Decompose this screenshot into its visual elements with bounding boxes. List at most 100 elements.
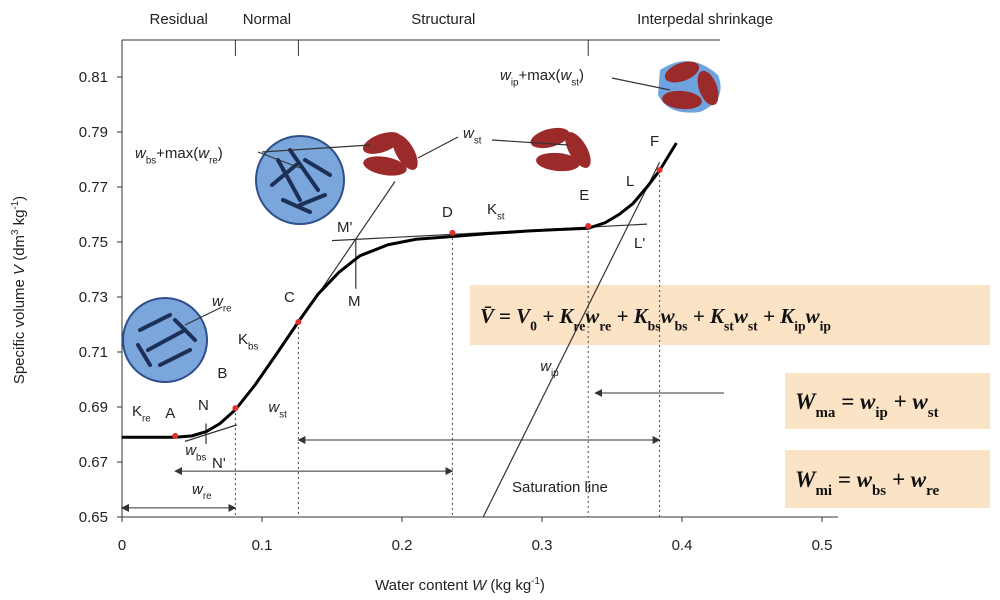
annotation: L: [626, 173, 634, 190]
text-run: re: [573, 318, 585, 333]
text-run: W: [795, 389, 817, 414]
text-run: N: [198, 397, 209, 414]
icon-label: wst: [463, 125, 482, 146]
text-run: ip: [875, 405, 887, 421]
text-run: w: [806, 304, 821, 328]
text-run: N': [212, 455, 226, 472]
text-run: -1: [531, 576, 540, 587]
text-run: st: [279, 409, 287, 420]
region-label: Interpedal shrinkage: [637, 11, 773, 28]
y-tick-label: 0.65: [79, 509, 108, 526]
region-label: Structural: [411, 11, 475, 28]
annotation: M': [337, 219, 352, 236]
text-run: st: [724, 318, 734, 333]
point-label: B: [217, 365, 227, 382]
text-run: + w: [886, 467, 927, 492]
text-run: ): [579, 67, 584, 84]
text-run: re: [223, 303, 232, 314]
text-run: st: [928, 405, 939, 421]
text-run: W: [795, 467, 817, 492]
text-run: + w: [888, 389, 929, 414]
text-run: bs: [146, 155, 156, 166]
region-label: Normal: [243, 11, 291, 28]
y-tick-label: 0.69: [79, 399, 108, 416]
icon-label: wbs+max(wre): [135, 145, 223, 166]
text-run: re: [209, 155, 218, 166]
text-run: st: [748, 318, 758, 333]
text-run: +max(: [518, 67, 560, 84]
point-label: A: [165, 405, 175, 422]
text-run: V̄ = V: [480, 304, 532, 328]
text-run: + K: [688, 304, 726, 328]
y-tick-label: 0.75: [79, 234, 108, 251]
text-run: ip: [794, 318, 806, 333]
text-run: bs: [675, 318, 688, 333]
point-label: C: [284, 289, 295, 306]
text-run: mi: [815, 483, 832, 499]
text-run: K: [487, 201, 497, 218]
point: [295, 319, 301, 325]
y-tick-label: 0.77: [79, 179, 108, 196]
region-label: Residual: [150, 11, 208, 28]
point: [449, 230, 455, 236]
text-run: kg: [11, 209, 28, 229]
point-label: E: [579, 187, 589, 204]
x-tick-label: 0.4: [672, 537, 693, 554]
point: [657, 167, 663, 173]
y-tick-label: 0.67: [79, 454, 108, 471]
y-tick-label: 0.79: [79, 124, 108, 141]
text-run: bs: [648, 318, 661, 333]
text-run: bs: [872, 483, 886, 499]
text-run: ma: [815, 405, 835, 421]
text-run: w: [585, 304, 600, 328]
text-run: K: [238, 331, 248, 348]
y-tick-label: 0.73: [79, 289, 108, 306]
text-run: re: [142, 413, 151, 424]
text-run: -1: [10, 201, 21, 210]
text-run: st: [474, 135, 482, 146]
text-run: Water content: [375, 577, 472, 594]
frame: [122, 40, 838, 517]
chart: 0.650.670.690.710.730.750.770.790.8100.1…: [0, 0, 1000, 600]
annotation: M: [348, 293, 361, 310]
text-run: w: [661, 304, 676, 328]
annotation: N: [198, 397, 209, 414]
x-tick-label: 0.3: [532, 537, 553, 554]
text-run: = w: [835, 389, 876, 414]
y-tick-label: 0.81: [79, 69, 108, 86]
icon-label: wip+max(wst): [500, 67, 584, 88]
text-run: (dm: [11, 235, 28, 265]
text-run: bs: [196, 452, 206, 463]
text-run: re: [926, 483, 939, 499]
span-label: wst: [268, 399, 287, 420]
reference-line-label: Saturation line: [512, 479, 608, 496]
text-run: + K: [611, 304, 649, 328]
text-run: K: [132, 403, 142, 420]
point-label: D: [442, 204, 453, 221]
x-tick-label: 0.2: [392, 537, 413, 554]
text-run: bs: [248, 341, 258, 352]
y-axis-label: Specific volume V (dm3 kg-1): [10, 196, 28, 384]
text-run: ): [218, 145, 223, 162]
text-run: + K: [758, 304, 796, 328]
y-tick-label: 0.71: [79, 344, 108, 361]
span-label: wre: [192, 481, 212, 502]
x-tick-label: 0.1: [252, 537, 273, 554]
text-run: re: [203, 491, 212, 502]
text-run: ip: [551, 368, 559, 379]
point: [585, 223, 591, 229]
x-axis-label: Water content W (kg kg-1): [375, 576, 545, 594]
text-run: Specific volume: [11, 275, 28, 384]
annotation: Kbs: [238, 331, 258, 352]
x-tick-label: 0.5: [812, 537, 833, 554]
text-run: L': [634, 235, 645, 252]
span-label: wip: [540, 358, 559, 379]
text-run: ): [11, 196, 28, 201]
text-run: M': [337, 219, 352, 236]
span-label: wbs: [185, 442, 206, 463]
text-run: (kg kg: [486, 577, 531, 594]
text-run: ): [540, 577, 545, 594]
text-run: = w: [832, 467, 873, 492]
text-run: +max(: [156, 145, 198, 162]
text-run: M: [348, 293, 361, 310]
